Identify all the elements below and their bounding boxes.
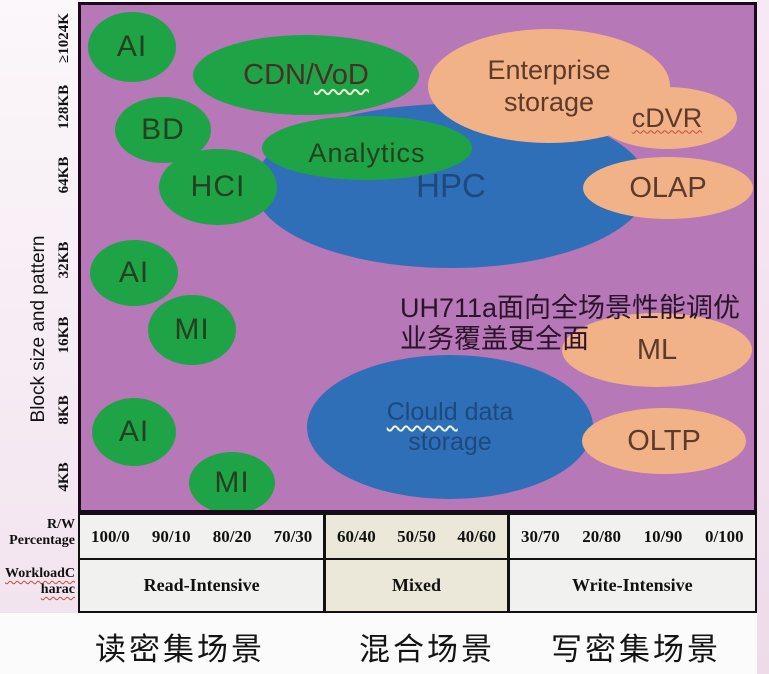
cloud-line2: storage	[408, 428, 492, 456]
x-tick-50-50: 50/50	[397, 527, 436, 546]
background-left-strip	[0, 0, 78, 613]
cloud-data-storage-label: Clould data storage	[387, 397, 513, 457]
vod-underlined: VoD	[314, 58, 369, 91]
mixed-cell: Mixed	[392, 575, 442, 595]
bubble-oltp: OLTP	[582, 408, 746, 474]
rw-label-line1: R/W	[47, 517, 75, 532]
bubble-cloud-data-storage: Clould data storage	[307, 355, 593, 499]
rw-label-line2: Percentage	[9, 533, 75, 548]
y-tick-64kb: 64KB	[56, 156, 72, 194]
bubble-ai-1024k: AI	[88, 12, 176, 82]
bubble-mi-4kb: MI	[189, 452, 275, 510]
workload-label-line1: WorkloadC	[4, 566, 75, 581]
x-tick-90-10: 90/10	[151, 527, 191, 546]
note-line1: UH711a面向全场景性能调优	[400, 293, 741, 323]
ai-top-label: AI	[116, 30, 148, 63]
y-axis-title: Block size and pattern	[28, 235, 49, 423]
x-tick-10-90: 10/90	[643, 527, 683, 546]
rw-percentage-label: R/W Percentage	[0, 517, 75, 549]
mi-low-label: MI	[214, 466, 250, 499]
write-intensive-cell: Write-Intensive	[572, 575, 693, 595]
bubble-ml: ML	[562, 313, 752, 387]
x-tick-60-40: 60/40	[337, 527, 376, 546]
x-tick-80-20: 80/20	[212, 527, 252, 546]
bubble-ai-8kb: AI	[92, 398, 176, 466]
x-tick-30-70: 30/70	[520, 527, 560, 546]
cloud-word-underlined: Clould	[386, 398, 458, 426]
bubble-cdvr: cDVR	[597, 87, 737, 149]
bubble-cdn-vod: CDN/VoD	[193, 35, 419, 115]
ai-low-label: AI	[118, 415, 150, 448]
bubble-mi-16kb: MI	[148, 295, 236, 365]
scenario-mixed-caption: 混合场景	[359, 632, 495, 667]
mi-mid-label: MI	[174, 313, 210, 346]
bubble-ai-32kb: AI	[90, 240, 178, 306]
y-tick-16kb: 16KB	[56, 316, 72, 354]
cdvr-label: cDVR	[631, 102, 703, 133]
read-tick-row: 100/0 90/10 80/20 70/30	[80, 515, 324, 560]
bubble-hci: HCI	[159, 149, 277, 225]
annotation-note: UH711a面向全场景性能调优 业务覆盖更全面	[400, 293, 754, 355]
ai-mid-label: AI	[118, 256, 150, 289]
bubble-analytics: Analytics	[262, 116, 472, 180]
x-tick-70-30: 70/30	[273, 527, 313, 546]
scenario-write-caption: 写密集场景	[551, 632, 721, 667]
bd-label: BD	[141, 113, 185, 146]
y-tick-32kb: 32KB	[56, 241, 72, 279]
analytics-label: Analytics	[308, 137, 426, 168]
cloud-word-rest: data	[457, 398, 514, 426]
cdn-vod-label: CDN/VoD	[243, 59, 369, 92]
x-tick-20-80: 20/80	[582, 527, 622, 546]
plot-area: HPC Clould data storage Enterprise stora…	[78, 2, 757, 513]
scenario-read-caption: 读密集场景	[95, 632, 265, 667]
read-intensive-cell: Read-Intensive	[143, 575, 260, 595]
section-mixed: 60/40 50/50 40/60 Mixed	[323, 515, 507, 611]
cdn-prefix: CDN/	[243, 58, 315, 91]
enterprise-storage-label: Enterprise storage	[487, 54, 610, 119]
enterprise-line1: Enterprise	[487, 54, 611, 85]
note-line2: 业务覆盖更全面	[400, 324, 589, 354]
section-read-intensive: 100/0 90/10 80/20 70/30 Read-Intensive	[80, 515, 324, 611]
workload-label-line2: harac	[40, 582, 75, 597]
oltp-label: OLTP	[627, 424, 701, 457]
hci-label: HCI	[190, 170, 246, 203]
bubble-olap: OLAP	[583, 157, 753, 219]
background-right-strip	[757, 0, 769, 674]
workload-charac-label: WorkloadC harac	[0, 566, 75, 598]
ml-label: ML	[636, 333, 678, 366]
mixed-tick-row: 60/40 50/50 40/60	[326, 515, 507, 560]
x-tick-0-100: 0/100	[704, 527, 744, 546]
enterprise-line2: storage	[503, 87, 595, 117]
olap-label: OLAP	[629, 171, 707, 204]
x-tick-40-60: 40/60	[457, 527, 496, 546]
section-write-intensive: 30/70 20/80 10/90 0/100 Write-Intensive	[506, 515, 755, 611]
write-tick-row: 30/70 20/80 10/90 0/100	[509, 515, 755, 560]
y-tick-4kb: 4KB	[56, 462, 72, 492]
rw-percentage-table: 100/0 90/10 80/20 70/30 Read-Intensive 6…	[78, 513, 757, 613]
x-tick-100-0: 100/0	[91, 527, 130, 546]
